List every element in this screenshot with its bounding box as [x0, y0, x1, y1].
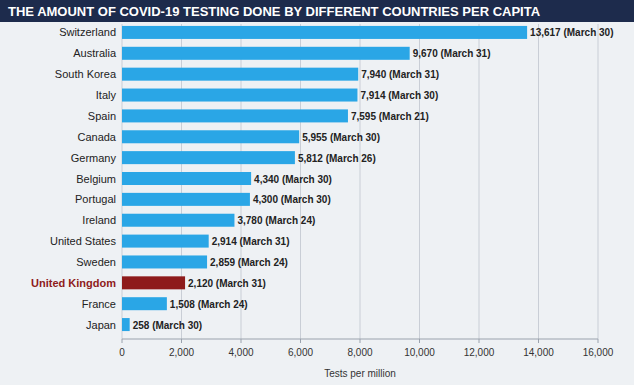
bar: [122, 130, 299, 143]
tick-label: 0: [119, 347, 125, 358]
category-label: United States: [50, 235, 117, 247]
data-label: 258 (March 30): [133, 320, 202, 331]
data-label: 3,780 (March 24): [237, 215, 315, 226]
category-label: Australia: [73, 47, 117, 59]
tick-mark: [300, 339, 301, 343]
category-label: South Korea: [55, 68, 117, 80]
bar: [122, 151, 295, 164]
data-label: 2,120 (March 31): [188, 278, 266, 289]
data-label: 4,300 (March 30): [253, 194, 331, 205]
bar: [122, 89, 357, 102]
data-label: 5,955 (March 30): [302, 132, 380, 143]
tick-mark: [538, 339, 539, 343]
data-label: 4,340 (March 30): [254, 174, 332, 185]
category-label: Belgium: [76, 173, 116, 185]
tick-mark: [419, 339, 420, 343]
data-label: 1,508 (March 24): [170, 299, 248, 310]
tick-label: 6,000: [288, 347, 313, 358]
tick-label: 16,000: [583, 347, 614, 358]
grid-line: [538, 24, 539, 339]
bar: [122, 214, 234, 227]
bar: [122, 26, 527, 39]
tick-label: 12,000: [464, 347, 495, 358]
category-label: Sweden: [76, 256, 116, 268]
tick-mark: [360, 339, 361, 343]
tick-mark: [479, 339, 480, 343]
category-label: Japan: [86, 319, 116, 331]
category-label: Switzerland: [59, 26, 116, 38]
data-label: 7,940 (March 31): [361, 69, 439, 80]
data-label: 5,812 (March 26): [298, 153, 376, 164]
data-label: 7,595 (March 21): [351, 111, 429, 122]
category-label: France: [82, 298, 116, 310]
tick-mark: [122, 339, 123, 343]
bar: [122, 193, 250, 206]
grid: [122, 24, 598, 339]
tick-mark: [181, 339, 182, 343]
grid-line: [479, 24, 480, 339]
bar: [122, 109, 348, 122]
data-label: 13,617 (March 30): [530, 27, 613, 38]
tick-label: 8,000: [347, 347, 372, 358]
bar: [122, 255, 207, 268]
title-bar: [0, 0, 634, 22]
bar: [122, 276, 185, 289]
background: [0, 0, 634, 385]
bar: [122, 235, 209, 248]
bar: [122, 68, 358, 81]
data-label: 2,914 (March 31): [212, 236, 290, 247]
axis-line: [122, 339, 598, 340]
category-label: Portugal: [75, 193, 116, 205]
data-label: 2,859 (March 24): [210, 257, 288, 268]
category-label: Canada: [77, 131, 116, 143]
tick-mark: [241, 339, 242, 343]
category-label: United Kingdom: [31, 277, 116, 289]
labels: Switzerland 13,617 (March 30) Australia 9,6…: [31, 26, 613, 330]
category-label: Germany: [71, 152, 117, 164]
bar: [122, 297, 167, 310]
title: THE AMOUNT OF COVID-19 TESTING DONE BY D…: [8, 4, 541, 19]
bar: [122, 172, 251, 185]
data-label: 7,914 (March 30): [360, 90, 438, 101]
x-axis: 0 2,000 4,000 6,000 8,000 10,000 12,000 14,000 1…: [119, 339, 614, 358]
tick-label: 2,000: [169, 347, 194, 358]
data-label: 9,670 (March 31): [413, 48, 491, 59]
tick-label: 10,000: [404, 347, 435, 358]
category-label: Italy: [96, 89, 117, 101]
tick-mark: [598, 339, 599, 343]
category-label: Spain: [88, 110, 116, 122]
bar: [122, 318, 130, 331]
bar: [122, 47, 410, 60]
axis-title: Tests per million: [324, 368, 396, 379]
tick-label: 4,000: [228, 347, 253, 358]
tick-label: 14,000: [523, 347, 554, 358]
category-label: Ireland: [82, 214, 116, 226]
chart: THE AMOUNT OF COVID-19 TESTING DONE BY D…: [0, 0, 634, 385]
grid-line: [598, 24, 599, 339]
bars: [122, 26, 527, 331]
